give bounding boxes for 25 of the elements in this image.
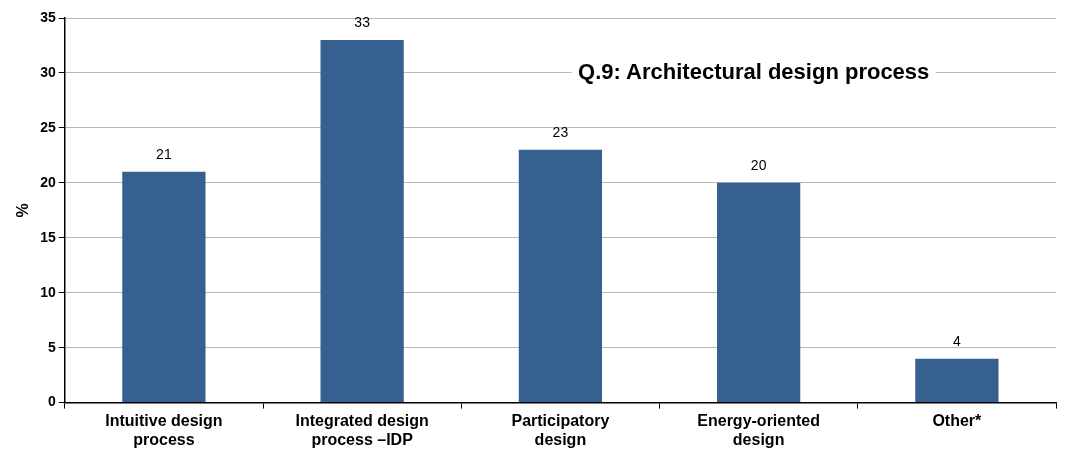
- data-label: 21: [156, 145, 172, 162]
- data-label: 4: [952, 332, 961, 349]
- x-tick-label: Energy-oriented design: [697, 411, 820, 448]
- y-tick-label: 25: [40, 118, 56, 135]
- y-axis-title: %: [14, 203, 32, 218]
- text: Q.9: Architectural design process: [578, 59, 930, 85]
- bar: [320, 39, 404, 403]
- y-tick-label: 35: [40, 8, 56, 25]
- y-tick-label: 0: [47, 393, 56, 410]
- y-tick-label: 15: [40, 228, 56, 245]
- x-tick-label: Other*: [932, 411, 983, 429]
- y-tick-label: 20: [40, 173, 56, 190]
- data-label: 20: [750, 156, 767, 173]
- data-label: 33: [354, 13, 371, 30]
- bar: [717, 182, 801, 403]
- bar: [122, 171, 206, 403]
- y-tick-label: 5: [47, 338, 56, 355]
- bar: [915, 358, 999, 403]
- data-label: 23: [552, 123, 569, 140]
- y-tick-label: 30: [40, 63, 56, 80]
- bar: [518, 149, 603, 403]
- x-tick-label: Participatory design: [511, 411, 610, 448]
- y-tick-label: 10: [40, 283, 56, 300]
- x-tick-label: Intuitive design process: [105, 411, 223, 448]
- x-tick-label: Integrated design process –IDP: [295, 411, 429, 448]
